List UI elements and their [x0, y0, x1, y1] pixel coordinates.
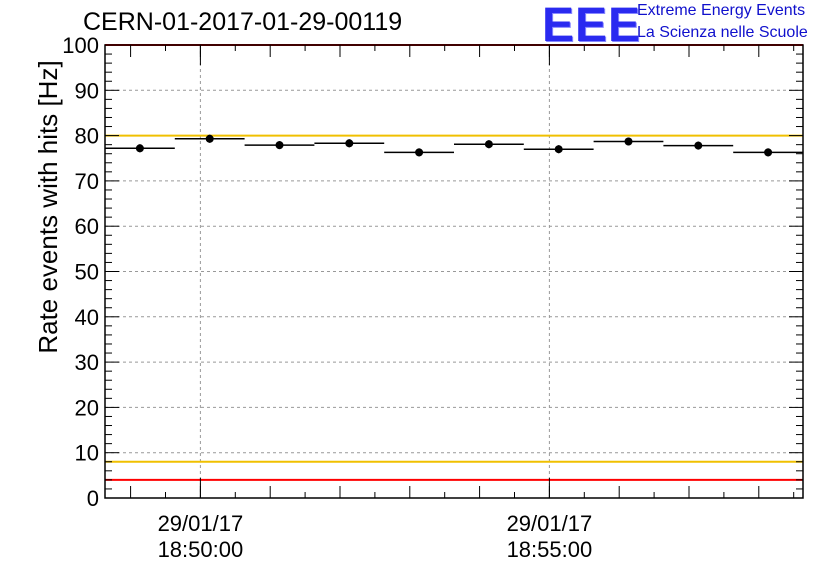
y-tick-label: 0: [87, 486, 99, 511]
logo-line-2: La Scienza nelle Scuole: [637, 24, 808, 41]
y-tick-label: 60: [75, 214, 99, 239]
data-point: [764, 148, 773, 157]
y-tick-label: 50: [75, 260, 99, 285]
logo-line-1: Extreme Energy Events: [637, 2, 806, 19]
data-point: [345, 139, 354, 148]
eee-logo: EEE: [542, 0, 642, 52]
data-point: [415, 148, 424, 157]
data-point: [275, 141, 284, 150]
data-point: [135, 144, 144, 153]
y-tick-label: 20: [75, 395, 99, 420]
y-axis-label: Rate events with hits [Hz]: [33, 60, 63, 354]
y-tick-label: 80: [75, 124, 99, 149]
x-tick-label-date: 29/01/17: [507, 511, 593, 536]
run-title: CERN-01-2017-01-29-00119: [83, 8, 403, 36]
y-tick-label: 40: [75, 305, 99, 330]
x-tick-label-time: 18:55:00: [507, 537, 593, 562]
y-tick-label: 90: [75, 78, 99, 103]
y-tick-label: 10: [75, 441, 99, 466]
data-point: [554, 145, 563, 154]
x-tick-label-date: 29/01/17: [158, 511, 244, 536]
data-point: [624, 137, 633, 146]
data-point: [484, 140, 493, 149]
x-tick-label-time: 18:50:00: [158, 537, 244, 562]
y-tick-label: 100: [62, 33, 99, 58]
data-point: [205, 134, 214, 143]
data-point: [694, 141, 703, 150]
y-tick-label: 70: [75, 169, 99, 194]
y-tick-label: 30: [75, 350, 99, 375]
